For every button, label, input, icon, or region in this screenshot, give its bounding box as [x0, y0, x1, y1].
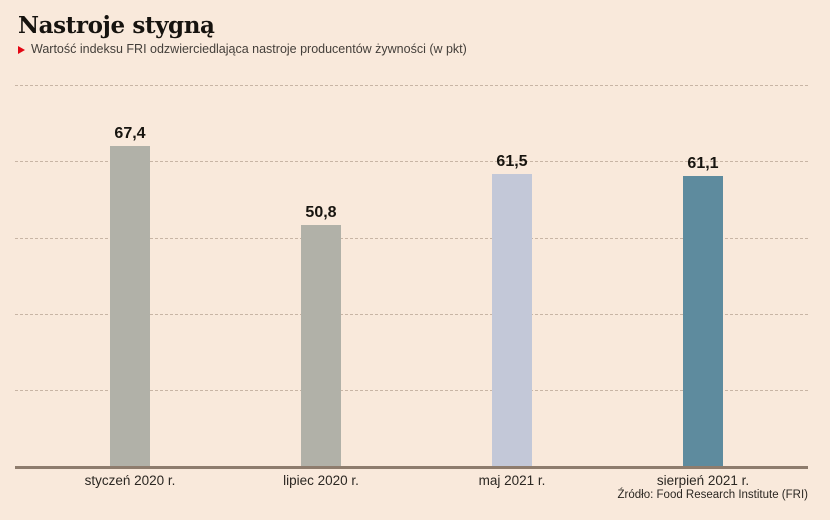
x-axis-line — [15, 466, 808, 469]
x-axis-label: sierpień 2021 r. — [656, 473, 750, 488]
x-axis-label: maj 2021 r. — [478, 473, 546, 488]
bar-value-label: 61,5 — [496, 153, 528, 170]
bar-value-label: 61,1 — [687, 155, 719, 172]
gridline — [15, 161, 808, 162]
x-axis-label: lipiec 2020 r. — [283, 473, 359, 488]
bar — [683, 176, 723, 466]
bar — [492, 174, 532, 466]
gridline — [15, 390, 808, 391]
gridline — [15, 238, 808, 239]
source-note: Źródło: Food Research Institute (FRI) — [617, 489, 808, 501]
x-axis-label: styczeń 2020 r. — [84, 473, 176, 488]
chart-subtitle-row: Wartość indeksu FRI odzwierciedlająca na… — [18, 42, 467, 56]
red-triangle-bullet-icon — [18, 45, 25, 54]
gridline — [15, 85, 808, 86]
bar-value-label: 67,4 — [114, 125, 146, 142]
gridline — [15, 314, 808, 315]
chart-subtitle: Wartość indeksu FRI odzwierciedlająca na… — [31, 42, 467, 56]
chart-title: Nastroje stygną — [18, 12, 215, 39]
bar — [301, 225, 341, 466]
bar-value-label: 50,8 — [305, 204, 337, 221]
bar — [110, 146, 150, 466]
